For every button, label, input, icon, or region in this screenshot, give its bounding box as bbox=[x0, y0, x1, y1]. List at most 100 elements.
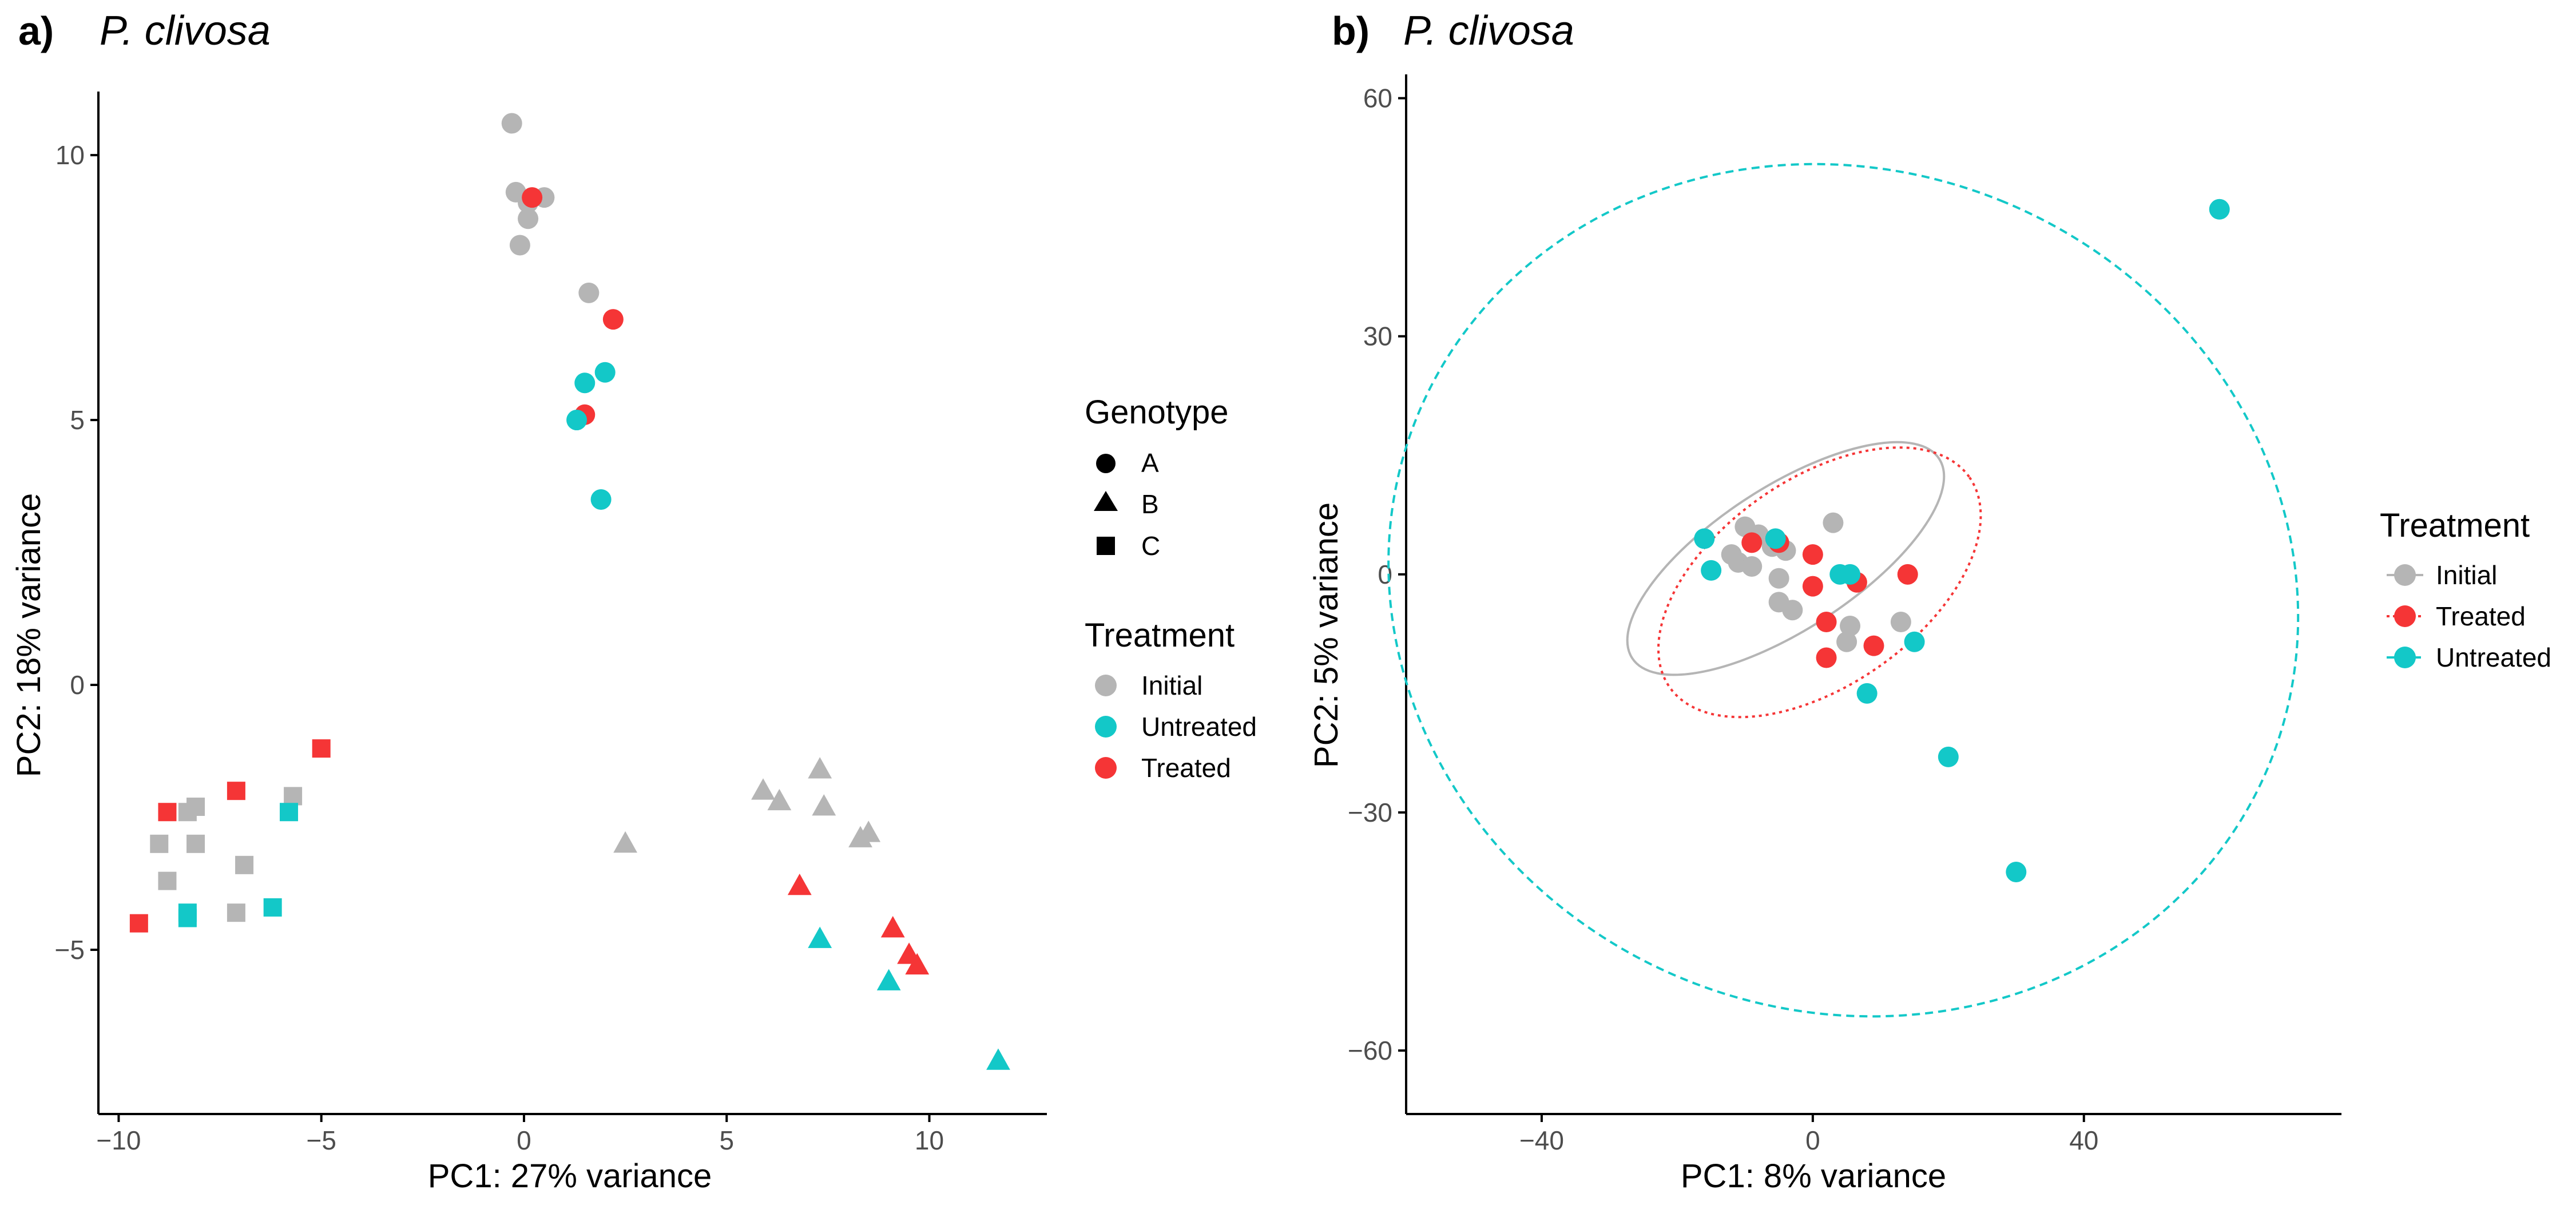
data-point-treated bbox=[880, 915, 905, 938]
legend-genotype-b-key bbox=[1094, 491, 1118, 511]
legend-b-treated-key bbox=[2394, 605, 2416, 627]
legend-a-untreated-key bbox=[1095, 716, 1117, 738]
x-tick-label: 5 bbox=[719, 1125, 734, 1155]
data-point-untreated bbox=[1765, 528, 1786, 549]
data-point-treated bbox=[905, 953, 930, 975]
data-point-untreated bbox=[1840, 564, 1861, 585]
legend-b-untreated-key bbox=[2394, 647, 2416, 668]
data-point-initial bbox=[158, 871, 177, 890]
legend-genotype-c-key bbox=[1097, 537, 1115, 555]
legend-genotype-a-key bbox=[1096, 454, 1116, 473]
x-tick-label: 10 bbox=[915, 1125, 944, 1155]
legend-genotype-a-label: A bbox=[1141, 448, 1159, 478]
data-point-initial bbox=[578, 282, 600, 303]
x-tick-label: −10 bbox=[96, 1125, 141, 1155]
data-point-treated bbox=[158, 803, 177, 822]
panel-a-x-axis-title: PC1: 27% variance bbox=[428, 1158, 712, 1195]
data-point-treated bbox=[312, 739, 331, 758]
data-point-treated bbox=[129, 914, 148, 933]
x-tick-label: 0 bbox=[1805, 1125, 1820, 1155]
data-point-untreated bbox=[590, 489, 612, 510]
data-point-treated bbox=[227, 782, 245, 800]
data-point-treated bbox=[1802, 576, 1823, 597]
data-point-initial bbox=[808, 757, 832, 779]
panel-a-letter: a) bbox=[18, 9, 54, 53]
panel-b: b) P. clivosa −40 0 40 −60 −30 0 30 60 PC1: 8% … bbox=[1308, 8, 2551, 1195]
data-point-initial bbox=[1890, 612, 1911, 633]
plot-b: −40 0 40 −60 −30 0 30 60 bbox=[1348, 74, 2341, 1155]
data-point-untreated bbox=[2209, 199, 2230, 220]
legend-treatment-title-a: Treatment bbox=[1085, 617, 1235, 654]
data-point-treated bbox=[1816, 612, 1837, 633]
data-point-untreated bbox=[876, 969, 901, 990]
data-point-untreated bbox=[280, 803, 299, 822]
data-point-initial bbox=[150, 834, 169, 853]
panel-a-y-axis-title: PC2: 18% variance bbox=[10, 493, 47, 777]
confidence-ellipse-treated bbox=[1657, 446, 1982, 719]
legend-a-treated-key bbox=[1095, 757, 1117, 779]
y-tick-label: 0 bbox=[1378, 560, 1392, 589]
data-point-untreated bbox=[566, 410, 588, 431]
data-point-treated bbox=[1802, 544, 1823, 565]
data-point-initial bbox=[1836, 631, 1857, 652]
data-point-treated bbox=[1863, 635, 1884, 656]
panel-b-title: P. clivosa bbox=[1403, 8, 1574, 54]
data-point-initial bbox=[767, 788, 792, 811]
data-point-initial bbox=[1768, 568, 1789, 589]
data-point-treated bbox=[787, 873, 812, 895]
data-point-treated bbox=[602, 309, 624, 330]
data-point-treated bbox=[1897, 564, 1918, 585]
data-point-initial bbox=[284, 787, 303, 806]
data-point-untreated bbox=[1856, 683, 1878, 704]
panel-a-title: P. clivosa bbox=[100, 8, 271, 54]
data-point-initial bbox=[186, 797, 205, 816]
legend-genotype-title: Genotype bbox=[1085, 394, 1229, 431]
y-tick-label: 0 bbox=[70, 670, 85, 700]
legend-genotype-c-label: C bbox=[1141, 531, 1160, 561]
panel-b-y-axis-title: PC2: 5% variance bbox=[1308, 502, 1345, 768]
data-point-initial bbox=[501, 113, 522, 134]
data-point-initial bbox=[1782, 600, 1803, 621]
data-point-untreated bbox=[986, 1048, 1010, 1070]
legend-b-treated-label: Treated bbox=[2436, 601, 2526, 631]
legend-b-untreated-label: Untreated bbox=[2436, 643, 2551, 672]
data-point-untreated bbox=[1694, 528, 1715, 549]
y-tick-label: −30 bbox=[1348, 798, 1392, 827]
data-point-initial bbox=[509, 235, 530, 256]
y-tick-label: 30 bbox=[1363, 322, 1392, 351]
y-tick-label: 5 bbox=[70, 405, 85, 435]
plot-a: −10 −5 0 5 10 −5 0 5 10 bbox=[55, 92, 1047, 1155]
data-point-untreated bbox=[263, 898, 282, 917]
panel-b-legend: Treatment Initial Treated Untreated bbox=[2380, 507, 2551, 672]
y-tick-label: 10 bbox=[55, 140, 85, 170]
data-point-initial bbox=[1840, 615, 1861, 636]
data-point-untreated bbox=[2006, 861, 2027, 882]
x-tick-label: 40 bbox=[2069, 1125, 2098, 1155]
y-tick-label: 60 bbox=[1363, 84, 1392, 113]
y-tick-label: −5 bbox=[55, 935, 85, 965]
legend-treatment-title-b: Treatment bbox=[2380, 507, 2530, 544]
legend-b-initial-label: Initial bbox=[2436, 560, 2497, 590]
x-tick-label: −40 bbox=[1519, 1125, 1564, 1155]
legend-a-initial-key bbox=[1095, 675, 1117, 696]
x-tick-label: −5 bbox=[306, 1125, 336, 1155]
confidence-ellipse-untreated bbox=[1387, 162, 2300, 1018]
legend-genotype-b-label: B bbox=[1141, 489, 1159, 519]
data-point-untreated bbox=[1904, 631, 1925, 652]
data-point-treated bbox=[1816, 647, 1837, 668]
panel-b-x-axis-title: PC1: 8% variance bbox=[1681, 1158, 1946, 1195]
panel-a-legend: Genotype A B C Treatment Initial Untreat… bbox=[1085, 394, 1257, 783]
data-point-untreated bbox=[808, 926, 832, 948]
data-point-initial bbox=[613, 831, 638, 853]
data-point-treated bbox=[1741, 532, 1763, 553]
x-tick-label: 0 bbox=[517, 1125, 531, 1155]
legend-b-initial-key bbox=[2394, 564, 2416, 586]
data-point-initial bbox=[518, 208, 539, 229]
data-point-initial bbox=[812, 794, 836, 816]
legend-a-initial-label: Initial bbox=[1141, 671, 1202, 700]
data-point-untreated bbox=[594, 362, 616, 383]
data-point-initial bbox=[751, 778, 775, 800]
data-point-initial bbox=[186, 834, 205, 853]
data-point-treated bbox=[522, 187, 543, 208]
